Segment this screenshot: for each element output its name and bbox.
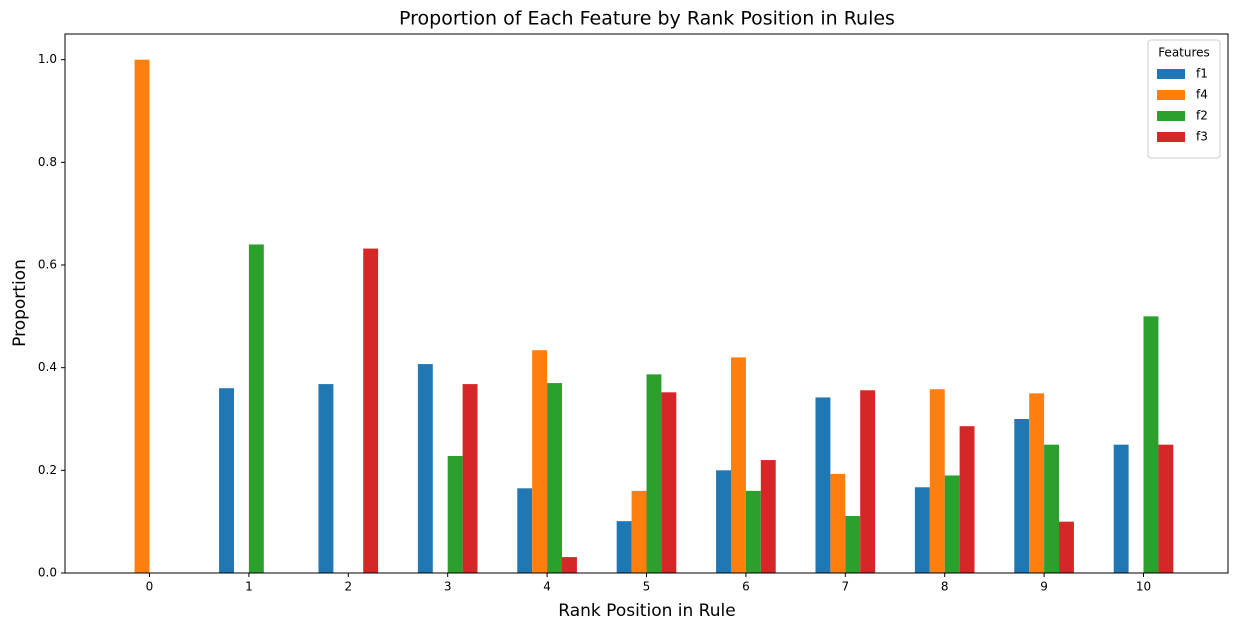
y-tick-label: 0.8 xyxy=(38,155,57,169)
bar xyxy=(860,390,876,573)
bar xyxy=(845,516,861,573)
bar xyxy=(929,389,945,573)
legend-swatch xyxy=(1157,111,1185,121)
x-tick-label: 3 xyxy=(444,580,452,594)
y-tick-label: 0.2 xyxy=(38,463,57,477)
legend-swatch xyxy=(1157,132,1185,142)
bar xyxy=(1158,444,1174,573)
bar xyxy=(532,350,548,573)
legend-label: f2 xyxy=(1196,109,1208,123)
bar xyxy=(1044,444,1060,573)
legend-label: f4 xyxy=(1196,88,1208,102)
x-tick-label: 1 xyxy=(245,580,253,594)
bar xyxy=(959,426,975,573)
x-tick-label: 5 xyxy=(643,580,651,594)
plot-frame xyxy=(64,33,1229,574)
x-tick-label: 8 xyxy=(941,580,949,594)
legend-swatch xyxy=(1157,90,1185,100)
bar xyxy=(716,470,731,573)
bar xyxy=(830,473,846,573)
x-axis-label: Rank Position in Rule xyxy=(558,601,735,621)
bar xyxy=(462,384,478,573)
x-tick-label: 0 xyxy=(146,580,154,594)
x-tick-label: 2 xyxy=(344,580,352,594)
y-tick-label: 1.0 xyxy=(38,52,57,66)
bar xyxy=(134,59,150,573)
y-axis-label: Proportion xyxy=(10,259,30,347)
x-tick-label: 9 xyxy=(1040,580,1048,594)
legend-label: f1 xyxy=(1196,67,1208,81)
x-tick-label: 7 xyxy=(841,580,849,594)
x-tick-label: 4 xyxy=(543,580,551,594)
legend-title: Features xyxy=(1158,46,1210,60)
bar xyxy=(646,374,662,573)
bar xyxy=(815,397,831,573)
bar xyxy=(745,490,761,573)
bar xyxy=(219,388,234,573)
bar xyxy=(1059,521,1074,573)
bar xyxy=(616,521,632,573)
legend-label: f3 xyxy=(1196,130,1208,144)
bar xyxy=(760,460,776,573)
x-tick-label: 6 xyxy=(742,580,750,594)
bar xyxy=(914,487,930,573)
bar xyxy=(661,392,677,573)
legend-swatch xyxy=(1157,69,1185,79)
bar xyxy=(363,248,379,573)
x-tick-label: 10 xyxy=(1136,580,1151,594)
bar xyxy=(417,364,433,573)
bar xyxy=(547,383,563,573)
bar xyxy=(1113,444,1129,573)
bar xyxy=(730,357,746,573)
bar xyxy=(1029,393,1045,573)
chart-title: Proportion of Each Feature by Rank Posit… xyxy=(399,8,895,30)
bar xyxy=(1143,316,1159,573)
bar xyxy=(517,488,533,573)
bar xyxy=(248,244,264,573)
bar xyxy=(447,455,463,573)
bar xyxy=(1014,419,1030,573)
bar xyxy=(944,475,960,573)
y-tick-label: 0.6 xyxy=(38,258,57,272)
y-tick-label: 0.4 xyxy=(38,360,57,374)
bar xyxy=(318,384,334,573)
y-tick-label: 0.0 xyxy=(38,566,57,580)
bar xyxy=(631,490,647,573)
bar xyxy=(562,557,577,573)
